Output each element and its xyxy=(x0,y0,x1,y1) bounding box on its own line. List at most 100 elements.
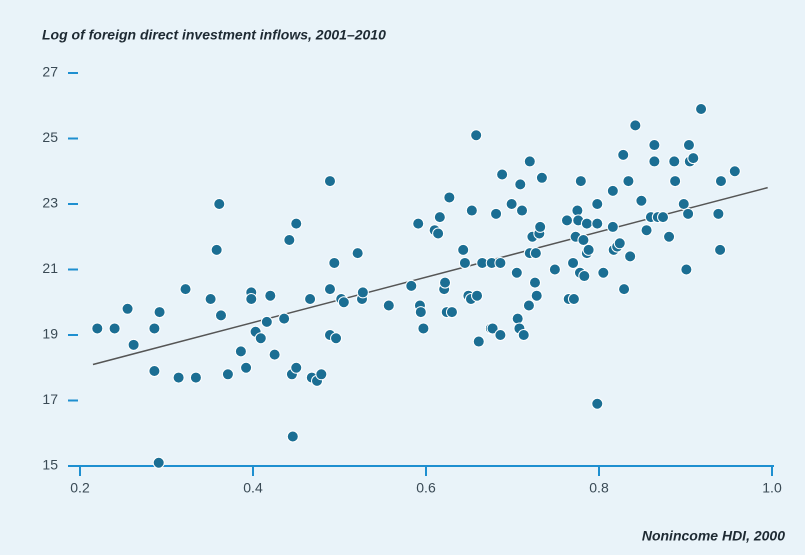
point xyxy=(323,175,336,188)
point xyxy=(213,198,226,210)
point xyxy=(290,217,303,230)
point xyxy=(517,329,530,341)
point xyxy=(640,224,653,237)
point xyxy=(153,306,166,319)
x-tick-label: 0.2 xyxy=(70,480,90,496)
point xyxy=(472,335,485,348)
point xyxy=(221,368,234,381)
point xyxy=(204,292,217,305)
point xyxy=(571,204,584,217)
y-tick-label: 27 xyxy=(42,64,58,80)
point xyxy=(613,237,626,250)
point xyxy=(264,289,277,302)
point xyxy=(91,322,104,335)
point xyxy=(412,217,425,230)
chart-title: Log of foreign direct investment inflows… xyxy=(42,27,386,43)
point xyxy=(330,332,343,345)
point xyxy=(530,289,543,302)
point xyxy=(535,171,548,184)
x-axis-label: Nonincome HDI, 2000 xyxy=(642,528,785,544)
point xyxy=(432,227,445,240)
point xyxy=(486,322,499,335)
point xyxy=(148,365,161,378)
point xyxy=(591,217,604,230)
point xyxy=(714,243,727,256)
point xyxy=(680,263,693,276)
point xyxy=(577,234,590,247)
point xyxy=(254,332,267,345)
point xyxy=(328,256,341,269)
point xyxy=(214,309,227,322)
point xyxy=(286,430,299,443)
point xyxy=(560,214,573,227)
x-tick-label: 0.6 xyxy=(416,480,436,496)
point xyxy=(443,191,456,204)
point xyxy=(522,299,535,312)
point xyxy=(510,266,523,279)
point xyxy=(511,312,524,325)
point xyxy=(591,198,604,210)
y-tick-label: 17 xyxy=(42,391,58,407)
point xyxy=(496,168,509,181)
point xyxy=(490,207,503,220)
point xyxy=(458,256,471,269)
point xyxy=(668,155,681,168)
point xyxy=(210,243,223,256)
point xyxy=(669,175,682,188)
point xyxy=(470,129,483,142)
point xyxy=(179,283,192,296)
point xyxy=(405,279,418,292)
point xyxy=(290,361,303,374)
point xyxy=(127,338,140,351)
point xyxy=(351,247,364,260)
point xyxy=(682,139,695,152)
point xyxy=(714,175,727,188)
point xyxy=(172,371,185,384)
point xyxy=(471,289,484,302)
point xyxy=(148,322,161,335)
point xyxy=(567,256,580,269)
point xyxy=(439,276,452,289)
point xyxy=(629,119,642,132)
point xyxy=(278,312,291,325)
point xyxy=(382,299,395,312)
point xyxy=(494,329,507,341)
point xyxy=(245,292,258,305)
point xyxy=(606,220,619,233)
x-tick-label: 0.4 xyxy=(243,480,263,496)
point xyxy=(624,250,637,263)
point xyxy=(618,283,631,296)
point xyxy=(657,211,670,224)
point xyxy=(523,155,536,168)
point xyxy=(567,292,580,305)
point xyxy=(622,175,635,188)
point xyxy=(514,178,527,191)
point xyxy=(323,283,336,296)
point xyxy=(516,204,529,217)
x-tick-label: 1.0 xyxy=(762,480,782,496)
point xyxy=(268,348,281,361)
point xyxy=(260,315,273,328)
point xyxy=(283,234,296,247)
point xyxy=(548,263,561,276)
point xyxy=(648,155,661,168)
point xyxy=(505,198,518,210)
point xyxy=(728,165,741,178)
point xyxy=(457,243,470,256)
point xyxy=(648,139,661,152)
point xyxy=(695,103,708,116)
y-tick-label: 15 xyxy=(42,457,58,473)
point xyxy=(304,292,317,305)
y-tick-label: 25 xyxy=(42,129,58,145)
point xyxy=(663,230,676,243)
point xyxy=(528,276,541,289)
point xyxy=(417,322,430,335)
point xyxy=(240,361,253,374)
point xyxy=(414,306,427,319)
point xyxy=(574,175,587,188)
point xyxy=(234,345,247,358)
point xyxy=(591,397,604,410)
point xyxy=(108,322,121,335)
point xyxy=(465,204,478,217)
point xyxy=(580,217,593,230)
